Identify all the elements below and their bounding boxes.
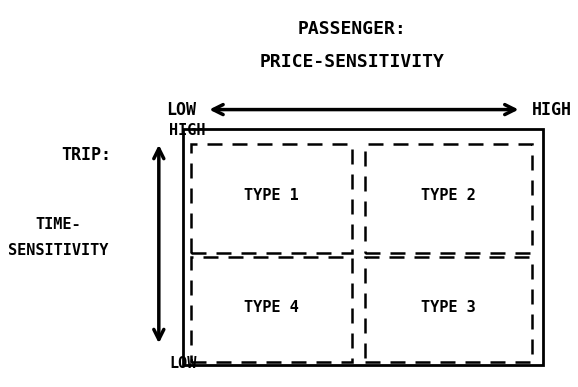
Text: HIGH: HIGH bbox=[169, 123, 206, 138]
Bar bbox=[183, 128, 543, 365]
Text: TIME-: TIME- bbox=[35, 216, 81, 231]
Bar bbox=[191, 144, 352, 253]
Bar bbox=[191, 257, 352, 362]
Text: PRICE-SENSITIVITY: PRICE-SENSITIVITY bbox=[260, 53, 444, 71]
Text: TYPE 1: TYPE 1 bbox=[244, 188, 298, 203]
Text: LOW: LOW bbox=[169, 356, 197, 371]
Text: PASSENGER:: PASSENGER: bbox=[298, 21, 406, 38]
Bar bbox=[365, 144, 532, 253]
Text: HIGH: HIGH bbox=[532, 101, 572, 118]
Text: TRIP:: TRIP: bbox=[61, 146, 111, 164]
Text: TYPE 4: TYPE 4 bbox=[244, 300, 298, 315]
Text: SENSITIVITY: SENSITIVITY bbox=[8, 243, 109, 258]
Text: LOW: LOW bbox=[166, 101, 196, 118]
Bar bbox=[365, 257, 532, 362]
Text: TYPE 3: TYPE 3 bbox=[421, 300, 476, 315]
Text: TYPE 2: TYPE 2 bbox=[421, 188, 476, 203]
